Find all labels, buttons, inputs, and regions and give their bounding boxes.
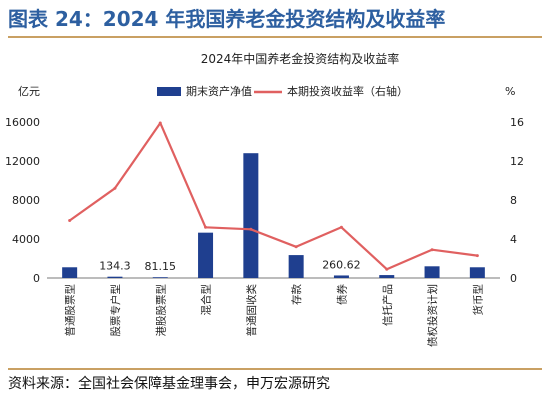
bar-series xyxy=(62,153,485,278)
bar xyxy=(379,275,395,278)
category-label: 普通股票型 xyxy=(64,284,77,337)
left-axis: 0 4000 8000 12000 16000 xyxy=(5,116,40,285)
category-label: 货币型 xyxy=(471,284,484,316)
bar xyxy=(107,276,123,278)
category-axis: 普通股票型 股票专户型 港股股票型 混合型 普通固收类 存款 债券 信托产品 债权投资计划 货币型 xyxy=(64,284,485,347)
chart-svg: 2024年中国养老金投资结构及收益率 期末资产净值 本期投资收益率（右轴） 亿元… xyxy=(5,51,524,347)
y-left-tick-label: 4000 xyxy=(12,233,40,246)
line-series xyxy=(68,121,479,271)
chart-area: 2024年中国养老金投资结构及收益率 期末资产净值 本期投资收益率（右轴） 亿元… xyxy=(0,40,550,365)
line-point xyxy=(249,227,253,231)
right-axis: 0 4 8 12 16 xyxy=(510,116,524,285)
legend: 期末资产净值 本期投资收益率（右轴） xyxy=(157,84,408,98)
category-label: 普通固收类 xyxy=(245,284,258,337)
bar xyxy=(333,275,349,278)
category-label: 债券 xyxy=(335,284,348,305)
y-left-tick-label: 8000 xyxy=(12,194,40,207)
bar-data-label: 81.15 xyxy=(145,260,177,273)
bar xyxy=(198,232,214,278)
line-point xyxy=(294,245,298,249)
y-right-tick-label: 8 xyxy=(510,194,517,207)
line-point xyxy=(113,186,117,190)
category-label: 股票专户型 xyxy=(109,284,122,337)
line-path xyxy=(69,121,478,271)
category-label: 混合型 xyxy=(200,284,213,316)
bar xyxy=(243,153,259,278)
source-note: 资料来源：全国社会保障基金理事会，申万宏源研究 xyxy=(8,368,542,400)
legend-bar-label: 期末资产净值 xyxy=(186,84,252,98)
y-left-tick-label: 16000 xyxy=(5,116,40,129)
bar xyxy=(424,266,440,278)
category-label: 信托产品 xyxy=(381,284,394,326)
legend-bar-swatch xyxy=(157,87,181,96)
y-right-tick-label: 4 xyxy=(510,233,517,246)
bar xyxy=(62,267,78,278)
line-point xyxy=(475,254,479,258)
y-left-tick-label: 0 xyxy=(33,272,40,285)
line-point xyxy=(339,225,343,229)
data-labels: 134.3 81.15 260.62 xyxy=(99,258,361,273)
legend-line-label: 本期投资收益率（右轴） xyxy=(287,84,408,98)
line-point xyxy=(430,248,434,252)
bar-data-label: 134.3 xyxy=(99,260,131,273)
category-label: 港股股票型 xyxy=(154,284,167,337)
y-right-tick-label: 12 xyxy=(510,155,524,168)
bar xyxy=(288,255,304,278)
category-label: 债权投资计划 xyxy=(426,284,439,347)
bar xyxy=(152,277,168,278)
chart-title: 2024年中国养老金投资结构及收益率 xyxy=(201,51,400,66)
y-left-tick-label: 12000 xyxy=(5,155,40,168)
category-label: 存款 xyxy=(290,284,303,305)
y-right-tick-label: 16 xyxy=(510,116,524,129)
line-point xyxy=(68,218,72,222)
bar-data-label: 260.62 xyxy=(322,258,361,271)
line-point xyxy=(204,225,208,229)
right-axis-unit: % xyxy=(505,85,515,98)
left-axis-unit: 亿元 xyxy=(18,85,40,98)
line-point xyxy=(158,121,162,125)
line-point xyxy=(385,267,389,271)
y-right-tick-label: 0 xyxy=(510,272,517,285)
figure-title: 图表 24：2024 年我国养老金投资结构及收益率 xyxy=(8,4,542,38)
bar xyxy=(469,267,485,278)
